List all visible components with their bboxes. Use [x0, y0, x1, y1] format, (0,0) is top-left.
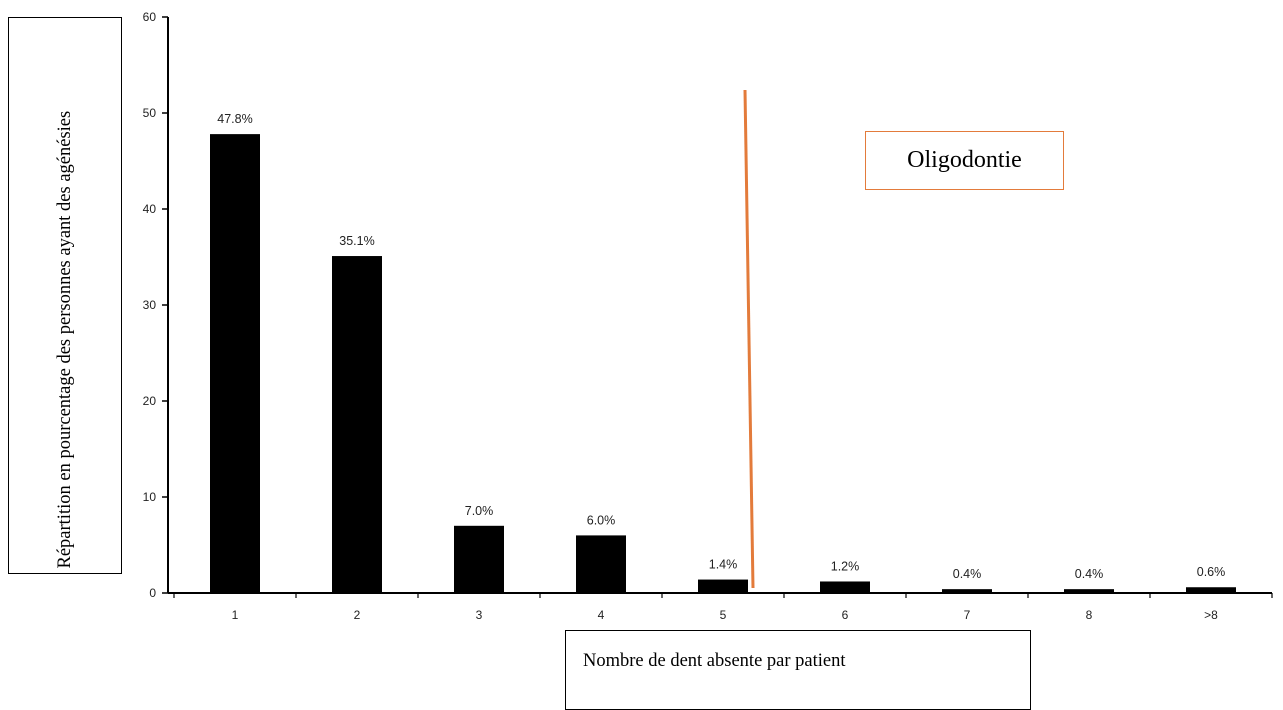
y-tick-label: 60 — [143, 10, 157, 24]
oligodontie-annotation-box: Oligodontie — [865, 131, 1064, 190]
bar — [1064, 589, 1114, 593]
bar — [332, 256, 382, 593]
y-tick-label: 0 — [149, 586, 156, 600]
data-label: 0.4% — [1075, 567, 1104, 581]
bar — [942, 589, 992, 593]
data-label: 1.4% — [709, 558, 738, 572]
y-tick-label: 40 — [143, 202, 157, 216]
bar — [454, 525, 504, 593]
x-axis-label: Nombre de dent absente par patient — [583, 651, 846, 671]
x-tick-label: 5 — [720, 608, 727, 622]
x-tick-label: 6 — [842, 608, 849, 622]
data-label: 1.2% — [831, 559, 860, 573]
plot-area: 0 10 20 30 40 50 60 47.8% 1 35.1% 2 7.0% 3 6.0% 4 1.4% 5… — [143, 10, 1273, 622]
x-tick-label: 3 — [476, 608, 483, 622]
x-tick-label: 2 — [354, 608, 361, 622]
x-tick-label: >8 — [1204, 608, 1218, 622]
data-label: 0.4% — [953, 567, 982, 581]
bar — [1186, 587, 1236, 593]
data-label: 35.1% — [339, 234, 374, 248]
bar — [820, 581, 870, 593]
y-axis-label-box: Répartition en pourcentage des personnes… — [8, 17, 122, 574]
y-tick-label: 30 — [143, 298, 157, 312]
bar — [576, 535, 626, 593]
y-axis-label: Répartition en pourcentage des personnes… — [55, 110, 75, 568]
y-tick-label: 20 — [143, 394, 157, 408]
x-tick-label: 8 — [1086, 608, 1093, 622]
y-tick-label: 50 — [143, 106, 157, 120]
x-axis-label-box: Nombre de dent absente par patient — [565, 630, 1031, 710]
oligodontie-annotation-label: Oligodontie — [907, 147, 1022, 173]
x-tick-label: 4 — [598, 608, 605, 622]
y-tick-label: 10 — [143, 490, 157, 504]
data-label: 6.0% — [587, 513, 616, 527]
x-tick-label: 7 — [964, 608, 971, 622]
bar — [698, 579, 748, 593]
data-label: 47.8% — [217, 112, 252, 126]
bar — [210, 134, 260, 593]
x-tick-label: 1 — [232, 608, 239, 622]
data-label: 7.0% — [465, 504, 494, 518]
data-label: 0.6% — [1197, 565, 1226, 579]
oligodontie-divider-line — [743, 89, 755, 589]
